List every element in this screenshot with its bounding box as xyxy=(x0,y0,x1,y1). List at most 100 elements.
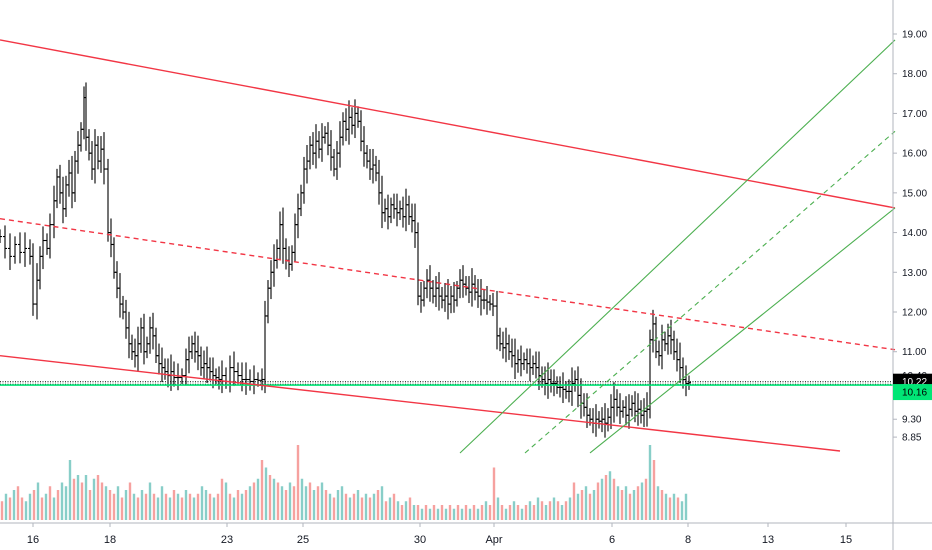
volume-bar xyxy=(512,501,516,520)
volume-bar xyxy=(500,505,504,520)
volume-bar xyxy=(288,482,292,520)
ohlc-bar xyxy=(519,345,523,377)
ohlc-bar xyxy=(124,299,128,339)
volume-bar xyxy=(240,493,244,520)
ohlc-bar xyxy=(272,244,276,287)
price-badge-label: 10.22 xyxy=(902,377,927,388)
time-tick-label: 16 xyxy=(27,534,39,546)
volume-bar xyxy=(332,497,336,520)
ohlc-bar xyxy=(133,338,137,368)
ohlc-bar xyxy=(64,175,68,217)
ohlc-bar xyxy=(669,319,673,355)
ohlc-bar xyxy=(305,145,309,184)
volume-bar xyxy=(528,501,532,520)
volume-bar xyxy=(296,445,300,520)
volume-bar xyxy=(56,490,60,520)
volume-bar xyxy=(564,501,568,520)
ohlc-bar xyxy=(371,148,375,184)
price-tick-label: 20.00 xyxy=(902,0,927,1)
ohlc-bar xyxy=(440,286,444,309)
volume-bar xyxy=(640,482,644,520)
ohlc-bar xyxy=(609,394,613,430)
volume-bar xyxy=(464,505,468,520)
price-badge-background xyxy=(893,384,932,401)
ohlc-bar xyxy=(615,389,619,417)
ohlc-bar xyxy=(488,294,492,311)
ohlc-bar xyxy=(205,346,209,383)
green-channel-line[interactable] xyxy=(589,207,896,454)
ohlc-bar xyxy=(362,126,366,167)
ohlc-bar xyxy=(458,269,462,299)
trend-channels[interactable] xyxy=(0,39,896,454)
price-axis[interactable]: 20.00 19.00 18.00 17.00 16.00 15.00 14.00 13.00… xyxy=(892,0,927,550)
volume-bar xyxy=(352,493,356,520)
red-channel-line[interactable] xyxy=(0,217,896,351)
time-tick-label: 25 xyxy=(297,534,309,546)
red-channel-line[interactable] xyxy=(0,39,896,209)
ohlc-bar xyxy=(28,239,32,265)
volume-bar xyxy=(212,497,216,520)
price-tick-label: 18.00 xyxy=(902,69,927,80)
volume-bar xyxy=(120,497,124,520)
ohlc-bar xyxy=(166,358,170,388)
volume-bar xyxy=(636,486,640,520)
ohlc-bar xyxy=(368,148,372,180)
ohlc-bar xyxy=(3,225,7,259)
ohlc-bar xyxy=(202,350,206,380)
ohlc-bar xyxy=(8,233,12,270)
volume-bar xyxy=(652,460,656,520)
ohlc-bar xyxy=(552,369,556,397)
volume-bar xyxy=(496,497,500,520)
volume-bar xyxy=(472,505,476,520)
volume-bar xyxy=(28,493,32,520)
ohlc-bar xyxy=(0,229,2,243)
ohlc-bar xyxy=(73,150,77,202)
ohlc-bar xyxy=(663,331,667,352)
ohlc-bar xyxy=(534,351,538,379)
volume-bar xyxy=(604,475,608,520)
ohlc-bar xyxy=(558,376,562,398)
volume-bar xyxy=(628,493,632,520)
ohlc-bar xyxy=(386,194,390,230)
ohlc-bar xyxy=(347,100,351,145)
ohlc-bar xyxy=(96,136,100,170)
ohlc-bar xyxy=(627,394,631,429)
volume-bar xyxy=(16,486,20,520)
ohlc-bar xyxy=(82,86,86,140)
ohlc-bar xyxy=(196,335,200,371)
volume-bar xyxy=(676,497,680,520)
ohlc-bar xyxy=(284,238,288,270)
ohlc-bar xyxy=(90,141,94,180)
ohlc-bar xyxy=(630,395,634,417)
price-tick-label: 13.00 xyxy=(902,268,927,279)
volume-bar xyxy=(24,501,28,520)
volume-bar xyxy=(204,490,208,520)
ohlc-bar xyxy=(338,121,342,168)
green-channel-line[interactable] xyxy=(459,39,896,454)
ohlc-bar xyxy=(41,226,45,270)
volume-bar xyxy=(476,508,480,520)
volume-bar xyxy=(404,501,408,520)
volume-bar xyxy=(104,486,108,520)
volume-bar xyxy=(620,490,624,520)
volume-bar xyxy=(68,460,72,520)
time-axis[interactable]: 16 18 23 25 30 Apr 6 8 13 15 xyxy=(0,522,932,546)
volume-bar xyxy=(576,493,580,520)
volume-bar xyxy=(132,493,136,520)
volume-bar xyxy=(116,486,120,520)
red-channel-line[interactable] xyxy=(0,354,841,452)
ohlc-bar xyxy=(176,363,180,391)
ohlc-bar xyxy=(374,155,378,182)
ohlc-bar xyxy=(220,360,224,394)
price-tick-label: 12.00 xyxy=(902,308,927,319)
volume-bar xyxy=(148,482,152,520)
volume-bar xyxy=(264,467,268,520)
ohlc-bar xyxy=(52,185,56,239)
ohlc-bar xyxy=(326,122,330,156)
ohlc-bar xyxy=(651,309,655,353)
volume-bar xyxy=(420,508,424,520)
volume-bar xyxy=(108,490,112,520)
volume-bar xyxy=(424,505,428,520)
green-channel-line[interactable] xyxy=(524,130,896,454)
